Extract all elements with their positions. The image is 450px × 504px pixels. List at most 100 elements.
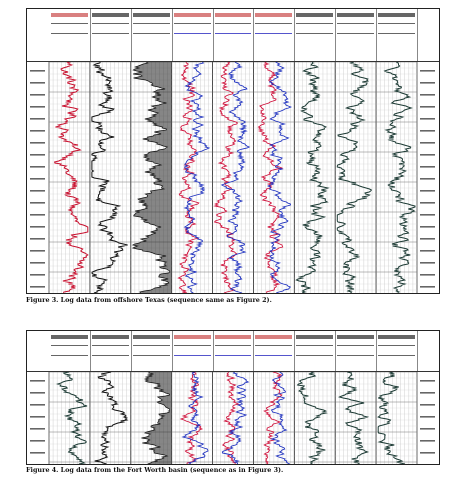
track-scale-line	[378, 355, 415, 356]
track-header	[172, 9, 214, 61]
track-scale-line	[337, 345, 375, 346]
track-header-mark	[132, 13, 170, 17]
track-header-mark	[173, 13, 211, 17]
log-curve	[221, 372, 250, 464]
log-curve	[177, 62, 200, 293]
track-header	[90, 9, 132, 61]
log-curve	[91, 62, 128, 293]
log-track	[130, 62, 173, 293]
log-curve	[141, 372, 171, 464]
track-header-mark	[296, 13, 334, 17]
track-scale-line	[91, 355, 129, 356]
track-header	[376, 9, 418, 61]
track-header	[131, 9, 173, 61]
track-scale-line	[255, 33, 293, 34]
figure-3-log-plot	[30, 62, 435, 293]
track-scale-line	[51, 33, 88, 34]
log-curve	[377, 372, 406, 464]
track-header	[253, 9, 296, 61]
track-header	[253, 331, 296, 371]
log-track	[48, 62, 91, 293]
log-track	[375, 372, 418, 464]
log-curve	[266, 62, 292, 293]
track-scale-line	[91, 33, 129, 34]
track-scale-line	[132, 33, 170, 34]
log-track	[48, 372, 91, 464]
track-header	[131, 331, 173, 371]
track-header	[172, 331, 214, 371]
log-track	[130, 372, 173, 464]
log-curve	[53, 62, 89, 293]
track-scale-line	[51, 23, 88, 24]
log-track	[293, 372, 336, 464]
log-track	[171, 62, 213, 293]
figure-3-track-headers	[27, 9, 439, 62]
track-header	[49, 331, 91, 371]
track-scale-line	[91, 23, 129, 24]
track-scale-line	[173, 33, 211, 34]
track-scale-line	[91, 345, 129, 346]
log-curve	[295, 62, 330, 293]
track-header-mark	[378, 13, 415, 17]
track-header-mark	[214, 13, 252, 17]
log-curve-fill	[141, 372, 172, 464]
track-scale-line	[173, 355, 211, 356]
track-header-mark	[91, 13, 129, 17]
track-header-mark	[337, 335, 375, 339]
log-track	[253, 62, 295, 293]
figure-4-log-tracks	[27, 372, 439, 464]
track-header	[213, 9, 255, 61]
figure-4-track-headers	[27, 331, 439, 372]
track-header-mark	[337, 13, 375, 17]
track-scale-line	[132, 23, 170, 24]
track-header	[294, 9, 337, 61]
track-scale-line	[132, 355, 170, 356]
log-track	[334, 372, 377, 464]
log-curve-fill	[132, 62, 172, 293]
log-track	[253, 372, 295, 464]
track-header	[335, 9, 378, 61]
depth-scale-right	[420, 70, 435, 288]
track-scale-line	[337, 33, 375, 34]
log-curve	[270, 372, 290, 464]
track-header-mark	[255, 13, 293, 17]
track-header-mark	[51, 13, 88, 17]
track-scale-line	[214, 355, 252, 356]
track-header-mark	[173, 335, 211, 339]
track-scale-line	[378, 23, 415, 24]
log-curve	[383, 62, 416, 293]
log-curve	[337, 372, 370, 464]
figure-3-log-tracks	[27, 62, 439, 293]
log-curve	[181, 372, 209, 464]
log-curve	[257, 62, 284, 293]
track-scale-line	[255, 345, 293, 346]
track-scale-line	[132, 345, 170, 346]
track-header-mark	[214, 335, 252, 339]
track-header-mark	[91, 335, 129, 339]
log-track	[375, 62, 418, 293]
depth-scale-left	[30, 380, 45, 454]
log-curve	[220, 62, 251, 293]
track-scale-line	[214, 345, 252, 346]
depth-scale-left	[30, 70, 45, 288]
figure-4-well-log-panel	[26, 330, 440, 465]
figure-3-well-log-panel	[26, 8, 440, 294]
figure-4-log-plot	[30, 372, 435, 464]
log-curve	[183, 62, 211, 293]
track-header	[376, 331, 418, 371]
log-track	[212, 62, 254, 293]
track-scale-line	[337, 23, 375, 24]
track-scale-line	[337, 355, 375, 356]
log-curve	[56, 372, 88, 464]
log-track	[334, 62, 377, 293]
log-track	[89, 372, 132, 464]
track-scale-line	[214, 33, 252, 34]
track-scale-line	[51, 355, 88, 356]
track-scale-line	[173, 345, 211, 346]
log-curve	[179, 372, 204, 464]
track-scale-line	[296, 345, 334, 346]
log-curve	[94, 372, 129, 464]
log-curve	[221, 372, 240, 464]
log-curve	[131, 62, 170, 293]
track-header	[49, 9, 91, 61]
